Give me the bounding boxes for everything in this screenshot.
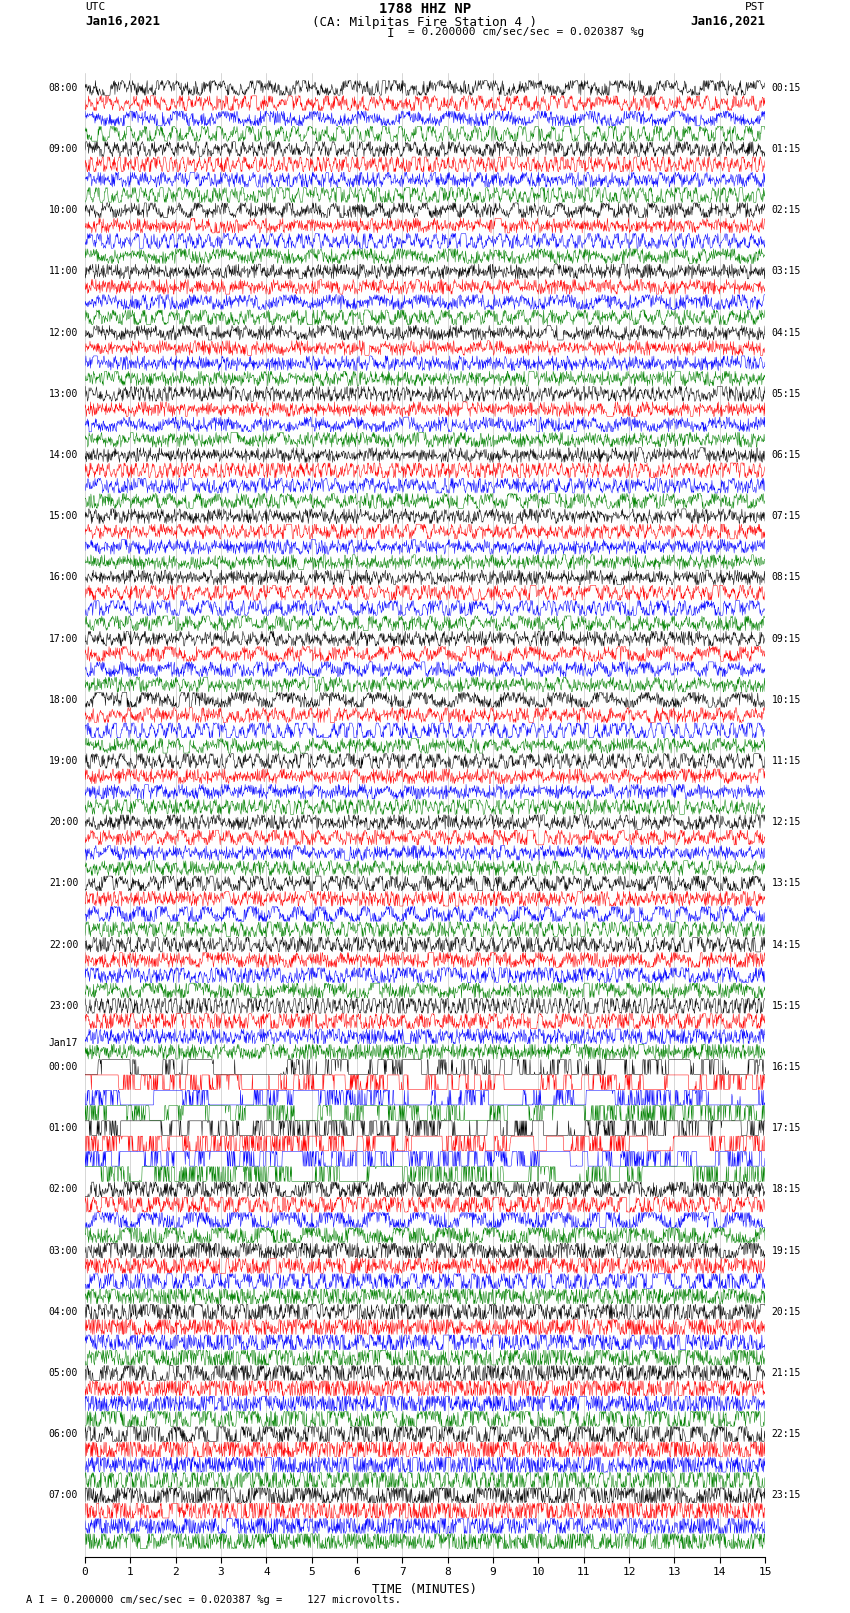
Text: Jan17: Jan17 (48, 1037, 78, 1047)
Text: 14:15: 14:15 (772, 940, 802, 950)
Text: 09:15: 09:15 (772, 634, 802, 644)
Text: 15:15: 15:15 (772, 1000, 802, 1011)
Text: 00:15: 00:15 (772, 82, 802, 94)
Text: 01:00: 01:00 (48, 1123, 78, 1134)
Text: 07:15: 07:15 (772, 511, 802, 521)
Text: 06:00: 06:00 (48, 1429, 78, 1439)
Text: 19:15: 19:15 (772, 1245, 802, 1255)
Text: 18:00: 18:00 (48, 695, 78, 705)
Text: 03:00: 03:00 (48, 1245, 78, 1255)
Text: 23:00: 23:00 (48, 1000, 78, 1011)
Text: 03:15: 03:15 (772, 266, 802, 276)
Text: A I = 0.200000 cm/sec/sec = 0.020387 %g =    127 microvolts.: A I = 0.200000 cm/sec/sec = 0.020387 %g … (26, 1595, 400, 1605)
Text: 07:00: 07:00 (48, 1490, 78, 1500)
X-axis label: TIME (MINUTES): TIME (MINUTES) (372, 1582, 478, 1595)
Text: Jan16,2021: Jan16,2021 (85, 15, 160, 27)
Text: 18:15: 18:15 (772, 1184, 802, 1194)
Text: 22:15: 22:15 (772, 1429, 802, 1439)
Text: 20:15: 20:15 (772, 1307, 802, 1316)
Text: 01:15: 01:15 (772, 144, 802, 155)
Text: 16:00: 16:00 (48, 573, 78, 582)
Text: 13:15: 13:15 (772, 879, 802, 889)
Text: 11:00: 11:00 (48, 266, 78, 276)
Text: 05:15: 05:15 (772, 389, 802, 398)
Text: 11:15: 11:15 (772, 756, 802, 766)
Text: 09:00: 09:00 (48, 144, 78, 155)
Text: 1788 HHZ NP: 1788 HHZ NP (379, 3, 471, 16)
Text: 19:00: 19:00 (48, 756, 78, 766)
Text: 13:00: 13:00 (48, 389, 78, 398)
Text: 02:15: 02:15 (772, 205, 802, 215)
Text: 12:15: 12:15 (772, 818, 802, 827)
Text: 10:15: 10:15 (772, 695, 802, 705)
Text: 05:00: 05:00 (48, 1368, 78, 1378)
Text: 06:15: 06:15 (772, 450, 802, 460)
Text: I: I (388, 27, 394, 40)
Text: 14:00: 14:00 (48, 450, 78, 460)
Text: 23:15: 23:15 (772, 1490, 802, 1500)
Text: 20:00: 20:00 (48, 818, 78, 827)
Text: Jan16,2021: Jan16,2021 (690, 15, 765, 27)
Text: 04:15: 04:15 (772, 327, 802, 337)
Text: 08:00: 08:00 (48, 82, 78, 94)
Text: 00:00: 00:00 (48, 1061, 78, 1073)
Text: 02:00: 02:00 (48, 1184, 78, 1194)
Text: PST: PST (745, 3, 765, 13)
Text: 16:15: 16:15 (772, 1061, 802, 1073)
Text: 22:00: 22:00 (48, 940, 78, 950)
Text: 21:00: 21:00 (48, 879, 78, 889)
Text: 17:15: 17:15 (772, 1123, 802, 1134)
Text: 04:00: 04:00 (48, 1307, 78, 1316)
Text: 12:00: 12:00 (48, 327, 78, 337)
Text: (CA: Milpitas Fire Station 4 ): (CA: Milpitas Fire Station 4 ) (313, 16, 537, 29)
Text: 21:15: 21:15 (772, 1368, 802, 1378)
Text: 15:00: 15:00 (48, 511, 78, 521)
Text: 17:00: 17:00 (48, 634, 78, 644)
Text: 10:00: 10:00 (48, 205, 78, 215)
Text: UTC: UTC (85, 3, 105, 13)
Text: = 0.200000 cm/sec/sec = 0.020387 %g: = 0.200000 cm/sec/sec = 0.020387 %g (408, 27, 644, 37)
Text: 08:15: 08:15 (772, 573, 802, 582)
